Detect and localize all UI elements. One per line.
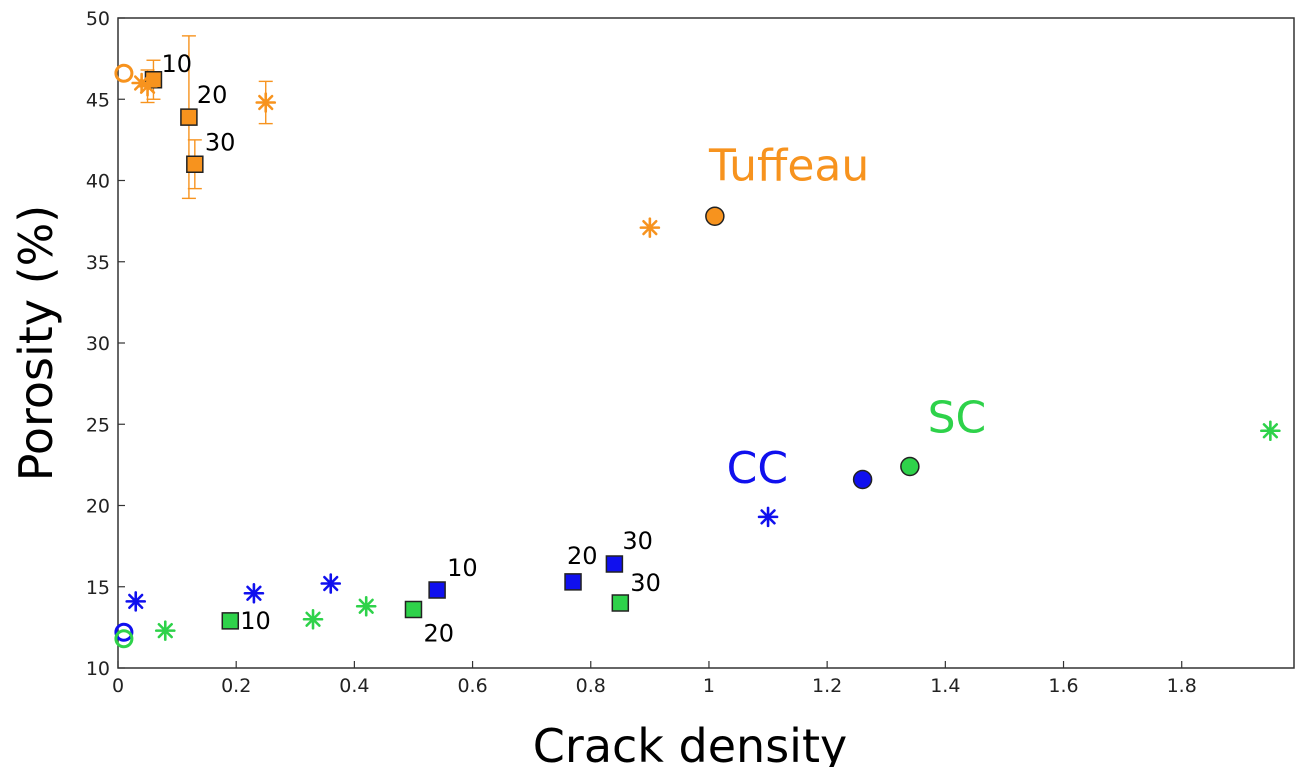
data-points xyxy=(116,65,1279,647)
point-label-cc-square-1: 20 xyxy=(567,542,598,570)
error-bars xyxy=(141,36,273,199)
y-tick-label-8: 50 xyxy=(86,8,110,30)
x-tick-label-4: 0.8 xyxy=(576,675,606,697)
point-sc-square-1 xyxy=(405,602,421,618)
point-label-tuffeau-square-1: 20 xyxy=(197,81,228,109)
x-tick-label-7: 1.4 xyxy=(930,675,960,697)
point-sc-asterisk-0 xyxy=(156,622,174,640)
point-cc-asterisk-2 xyxy=(322,575,340,593)
point-tuffeau-asterisk-3 xyxy=(641,219,659,237)
point-tuffeau-square-1 xyxy=(181,109,197,125)
x-tick-label-8: 1.6 xyxy=(1048,675,1078,697)
y-tick-label-2: 20 xyxy=(86,496,110,518)
point-sc-circle-0 xyxy=(901,458,919,476)
y-tick-label-4: 30 xyxy=(86,333,110,355)
y-axis-ticks: 10 15 20 25 30 35 40 45 50 xyxy=(86,8,125,680)
point-cc-square-0 xyxy=(429,582,445,598)
point-label-cc-square-2: 30 xyxy=(622,527,653,555)
group-label-cc: CC xyxy=(727,443,788,494)
group-labels: Tuffeau CC SC xyxy=(708,141,986,494)
y-tick-label-0: 10 xyxy=(86,658,110,680)
point-cc-square-1 xyxy=(565,574,581,590)
point-label-sc-square-2: 30 xyxy=(630,569,661,597)
point-tuffeau-asterisk-1 xyxy=(139,77,157,95)
point-label-cc-square-0: 10 xyxy=(447,554,478,582)
point-sc-square-0 xyxy=(222,613,238,629)
point-label-sc-square-0: 10 xyxy=(240,607,271,635)
x-axis-ticks: 0 0.2 0.4 0.6 0.8 1 1.2 1.4 1.6 1.8 xyxy=(112,661,1197,697)
y-tick-label-5: 35 xyxy=(86,252,110,274)
point-tuffeau-asterisk-2 xyxy=(257,94,275,112)
point-cc-asterisk-1 xyxy=(245,584,263,602)
x-tick-label-0: 0 xyxy=(112,675,124,697)
group-label-tuffeau: Tuffeau xyxy=(708,141,869,192)
point-cc-asterisk-0 xyxy=(127,592,145,610)
point-tuffeau-circle-0 xyxy=(706,207,724,225)
x-tick-label-6: 1.2 xyxy=(812,675,842,697)
point-sc-asterisk-1 xyxy=(304,610,322,628)
point-cc-circle-0 xyxy=(854,471,872,489)
y-tick-label-6: 40 xyxy=(86,171,110,193)
point-tuffeau-square-2 xyxy=(187,156,203,172)
x-tick-label-9: 1.8 xyxy=(1167,675,1197,697)
point-cc-asterisk-3 xyxy=(759,508,777,526)
point-label-tuffeau-square-2: 30 xyxy=(205,128,236,156)
y-tick-label-3: 25 xyxy=(86,414,110,436)
group-label-sc: SC xyxy=(928,392,987,443)
x-axis-title: Crack density xyxy=(533,719,847,767)
plot-frame xyxy=(118,18,1294,668)
point-sc-square-2 xyxy=(612,595,628,611)
x-tick-label-3: 0.6 xyxy=(457,675,487,697)
point-sc-asterisk-2 xyxy=(357,597,375,615)
x-tick-label-1: 0.2 xyxy=(221,675,251,697)
y-tick-label-1: 15 xyxy=(86,577,110,599)
point-cc-square-2 xyxy=(606,556,622,572)
x-tick-label-2: 0.4 xyxy=(339,675,369,697)
y-tick-label-7: 45 xyxy=(86,89,110,111)
point-label-tuffeau-square-0: 10 xyxy=(161,50,192,78)
y-axis-title: Porosity (%) xyxy=(9,205,63,482)
point-sc-asterisk-3 xyxy=(1261,422,1279,440)
x-tick-label-5: 1 xyxy=(703,675,715,697)
point-label-sc-square-1: 20 xyxy=(423,620,454,648)
